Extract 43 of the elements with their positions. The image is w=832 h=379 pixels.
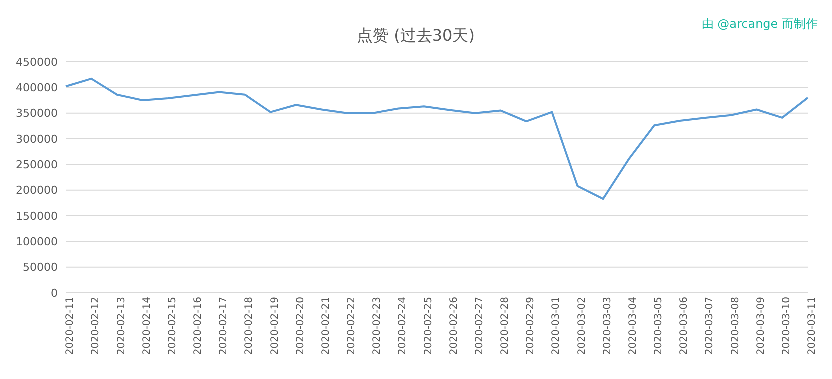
x-tick-label: 2020-02-15 <box>167 297 178 356</box>
y-tick-label: 150000 <box>16 210 58 223</box>
x-tick-label: 2020-03-09 <box>756 297 767 356</box>
x-tick-label: 2020-02-11 <box>65 297 76 356</box>
x-tick-label: 2020-03-02 <box>576 297 588 356</box>
x-tick-label: 2020-02-19 <box>270 297 281 356</box>
text: 由 @arcange 而制作 <box>702 16 818 33</box>
y-tick-label: 350000 <box>16 107 58 120</box>
x-tick-label: 2020-02-24 <box>398 297 409 356</box>
x-tick-label: 2020-02-21 <box>320 297 332 356</box>
x-tick-label: 2020-02-20 <box>295 297 306 356</box>
x-tick-label: 2020-03-03 <box>602 297 614 356</box>
y-tick-label: 0 <box>51 286 58 300</box>
x-tick-label: 2020-02-12 <box>90 297 102 356</box>
x-tick-label: 2020-03-06 <box>679 297 690 356</box>
x-tick-label: 2020-03-10 <box>782 297 793 356</box>
x-tick-label: 2020-03-05 <box>654 297 665 356</box>
x-tick-label: 2020-02-29 <box>526 297 537 356</box>
x-tick-label: 2020-02-18 <box>244 297 256 356</box>
chart-title: 点赞 (过去30天) <box>357 26 475 45</box>
x-tick-label: 2020-02-23 <box>372 297 384 356</box>
y-tick-label: 400000 <box>16 82 58 95</box>
x-tick-label: 2020-02-14 <box>142 297 153 356</box>
x-tick-label: 2020-02-27 <box>474 297 486 356</box>
x-tick-label: 2020-02-25 <box>423 297 434 356</box>
x-tick-label: 2020-03-07 <box>704 297 716 356</box>
y-tick-label: 200000 <box>16 184 58 198</box>
x-tick-label: 2020-02-13 <box>116 297 128 356</box>
x-tick-label: 2020-03-04 <box>628 297 639 356</box>
y-tick-label: 50000 <box>23 261 58 274</box>
y-tick-label: 300000 <box>16 132 58 146</box>
x-tick-label: 2020-02-28 <box>500 297 512 356</box>
x-tick-label: 2020-03-01 <box>551 297 562 356</box>
y-tick-label: 450000 <box>16 56 58 69</box>
x-tick-label: 2020-03-11 <box>807 297 818 356</box>
x-tick-label: 2020-02-22 <box>346 297 358 356</box>
x-tick-label: 2020-03-08 <box>730 297 742 356</box>
y-tick-label: 250000 <box>16 158 58 172</box>
x-tick-label: 2020-02-26 <box>448 297 460 356</box>
x-tick-label: 2020-02-16 <box>193 297 204 356</box>
y-tick-label: 100000 <box>16 236 58 249</box>
line-series <box>65 78 809 200</box>
x-tick-label: 2020-02-17 <box>218 297 230 356</box>
